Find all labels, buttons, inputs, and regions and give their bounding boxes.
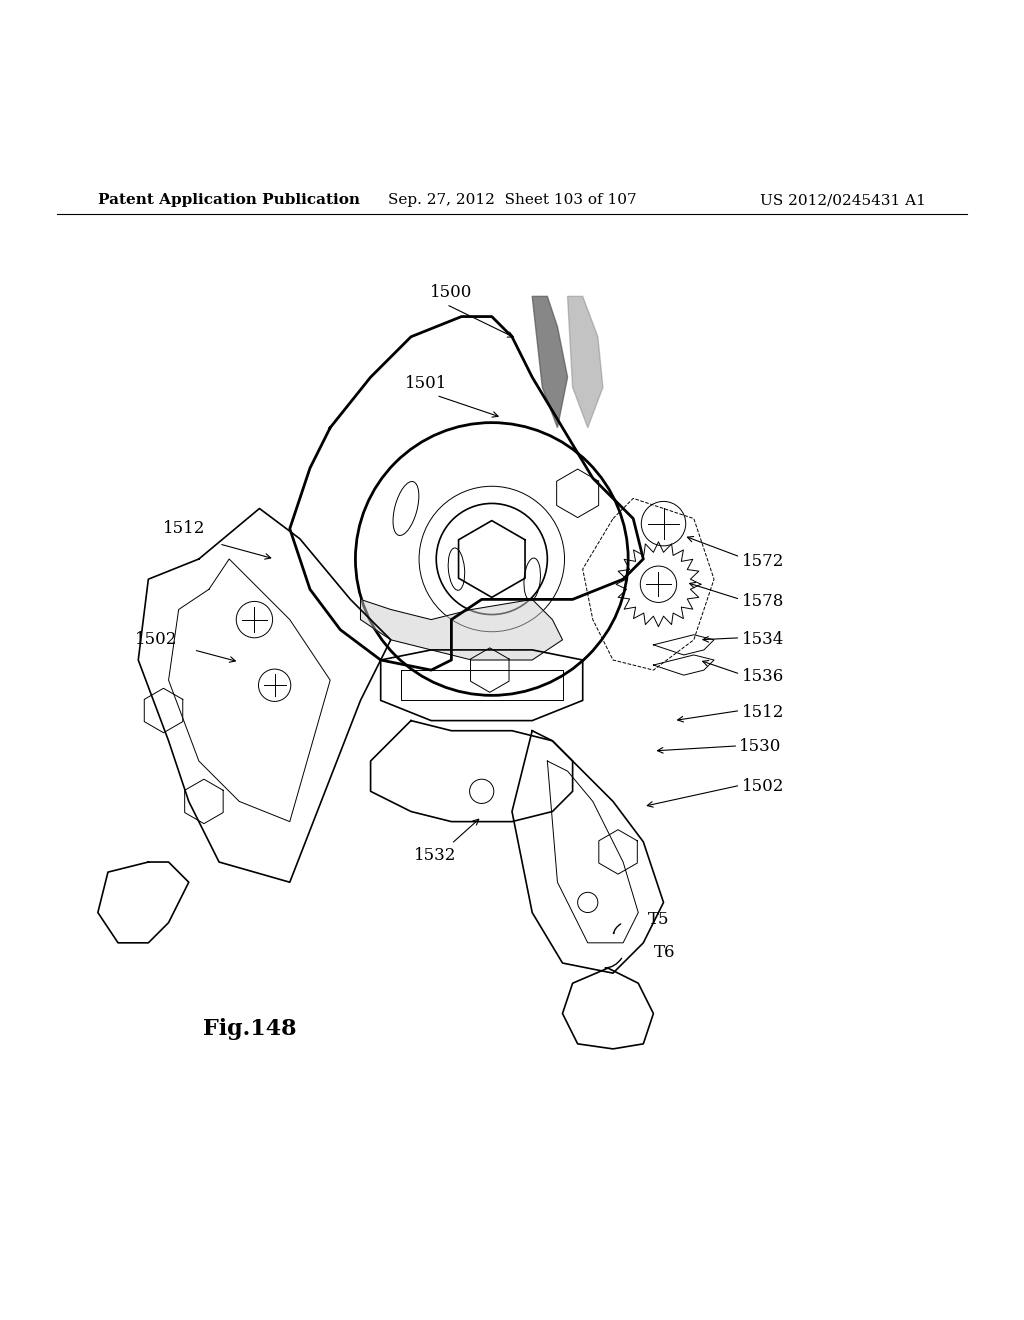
Polygon shape: [360, 599, 562, 660]
Text: US 2012/0245431 A1: US 2012/0245431 A1: [760, 194, 926, 207]
Text: 1500: 1500: [430, 284, 473, 301]
Text: Sep. 27, 2012  Sheet 103 of 107: Sep. 27, 2012 Sheet 103 of 107: [388, 194, 636, 207]
Text: 1512: 1512: [742, 704, 784, 721]
Text: 1536: 1536: [742, 668, 784, 685]
Text: 1502: 1502: [135, 631, 177, 648]
Text: 1578: 1578: [742, 593, 784, 610]
Text: 1512: 1512: [163, 520, 205, 537]
Text: 1572: 1572: [742, 553, 784, 569]
Text: 1501: 1501: [404, 375, 447, 392]
Text: 1532: 1532: [414, 847, 457, 863]
Polygon shape: [567, 297, 603, 428]
Text: Patent Application Publication: Patent Application Publication: [98, 194, 359, 207]
Polygon shape: [532, 297, 567, 428]
Text: 1534: 1534: [742, 631, 784, 648]
FancyArrowPatch shape: [605, 958, 622, 969]
FancyArrowPatch shape: [613, 924, 621, 933]
Text: T6: T6: [653, 944, 675, 961]
Text: T5: T5: [648, 911, 670, 928]
Text: 1502: 1502: [742, 777, 784, 795]
Text: Fig.148: Fig.148: [203, 1018, 296, 1040]
Text: 1530: 1530: [739, 738, 781, 755]
